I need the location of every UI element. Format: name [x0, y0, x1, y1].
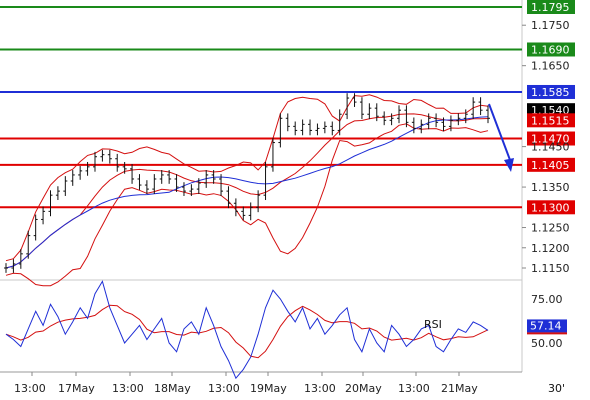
price-tag-label: 1.1795 [531, 1, 570, 14]
rsi-tick-label: 50.00 [531, 337, 563, 350]
price-tag-bg [527, 157, 575, 172]
time-tick-label: 18May [154, 382, 191, 395]
time-tick-label: 13:00 [304, 382, 336, 395]
time-tick-label: 21May [441, 382, 478, 395]
time-tick-label: 13:00 [398, 382, 430, 395]
rsi-tick-label: 75.00 [531, 293, 563, 306]
price-tag-label: 1.1405 [531, 159, 570, 172]
price-tag-bg [527, 42, 575, 57]
rsi-line [5, 280, 489, 380]
price-tag-label: 1.1515 [531, 114, 570, 127]
price-tag-label: 1.1585 [531, 86, 570, 99]
price-tag-bg [527, 0, 575, 14]
rsi-value-tag-bg [527, 319, 567, 333]
time-axis-labels: 13:00 17May 13:00 18May 13:00 19May 13:00 20May… [14, 372, 478, 395]
lower-band [5, 123, 489, 287]
price-tick-label: 1.1150 [531, 262, 570, 275]
moving-average-line [5, 116, 489, 269]
rsi-value-tag: 57.14 [530, 319, 562, 332]
timeframe-label: 30' [548, 382, 565, 395]
time-tick-label: 13:00 [14, 382, 46, 395]
price-tick-label: 1.1450 [531, 141, 570, 154]
rsi-label: RSI [424, 318, 442, 331]
price-axis: 1.17951.17501.16901.16501.15851.15401.15… [522, 0, 575, 275]
price-tag-bg [527, 113, 575, 128]
price-tick-label: 1.1250 [531, 222, 570, 235]
price-tick-label: 1.1650 [531, 60, 570, 73]
price-bars [4, 93, 490, 287]
price-tick-label: 1.1200 [531, 242, 570, 255]
price-tag-label: 1.1300 [531, 201, 570, 214]
time-tick-label: 19May [250, 382, 287, 395]
time-tick-label: 13:00 [208, 382, 240, 395]
price-tag-label: 1.1470 [531, 133, 570, 146]
price-tag-bg [527, 84, 575, 99]
upper-band [5, 94, 489, 262]
middle-band [5, 113, 489, 269]
time-tick-label: 20May [345, 382, 382, 395]
price-tick-label: 1.1750 [531, 19, 570, 32]
price-tag-bg [527, 200, 575, 215]
time-tick-label: 17May [58, 382, 95, 395]
price-tick-label: 1.1350 [531, 181, 570, 194]
price-tag-label: 1.1690 [531, 43, 570, 56]
forecast-arrow [488, 103, 514, 172]
rsi-panel: 75.00 50.00 57.14 [5, 280, 567, 380]
price-tag-bg [527, 131, 575, 146]
time-tick-label: 13:00 [112, 382, 144, 395]
